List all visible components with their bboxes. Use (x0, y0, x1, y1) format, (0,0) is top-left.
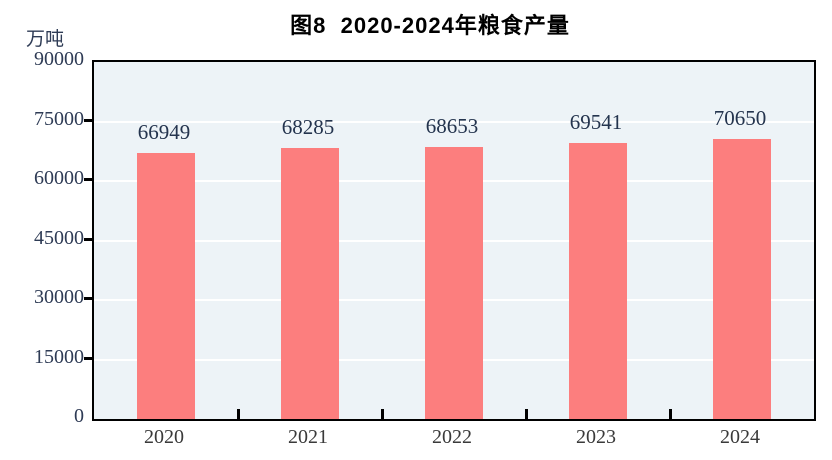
plot-area (92, 60, 816, 421)
bar-value-label: 66949 (137, 120, 191, 145)
y-axis-tick (84, 297, 93, 300)
x-axis-tick (236, 409, 240, 419)
bar-value-label: 69541 (569, 110, 623, 135)
y-axis-tick-label: 30000 (34, 286, 84, 308)
y-axis-tick-label: 60000 (34, 167, 84, 189)
gridline (94, 120, 814, 123)
x-axis-label-2022: 2022 (432, 426, 472, 448)
bar-value-label: 68285 (281, 115, 335, 140)
y-axis-tick (84, 237, 93, 241)
y-axis-tick (84, 356, 93, 360)
x-axis-label-2023: 2023 (576, 426, 616, 448)
x-axis-tick (524, 409, 528, 419)
bar-2020 (137, 153, 195, 419)
y-axis-unit-label: 万吨 (26, 29, 65, 50)
y-axis-tick-label: 45000 (34, 226, 84, 249)
bar-2024 (713, 138, 771, 419)
y-axis-tick-label: 15000 (34, 345, 84, 368)
x-axis-label-2020: 2020 (144, 426, 184, 448)
y-axis-tick-label: 90000 (34, 48, 84, 70)
bar-value-label: 70650 (713, 105, 767, 130)
y-axis-tick (84, 178, 93, 181)
bar-value-label: 68653 (425, 113, 479, 138)
bar-2021 (281, 148, 339, 419)
chart-title: 图8 2020-2024年粮食产量 (290, 13, 570, 38)
bar-2022 (425, 146, 483, 419)
y-axis-tick-label: 0 (74, 405, 84, 427)
y-axis-tick-label: 75000 (34, 107, 84, 130)
x-axis-tick (668, 409, 672, 419)
bar-2023 (569, 143, 627, 419)
x-axis-label-2024: 2024 (720, 426, 760, 448)
x-axis-label-2021: 2021 (288, 426, 328, 448)
x-axis-tick (380, 409, 384, 419)
y-axis-tick (84, 118, 93, 122)
